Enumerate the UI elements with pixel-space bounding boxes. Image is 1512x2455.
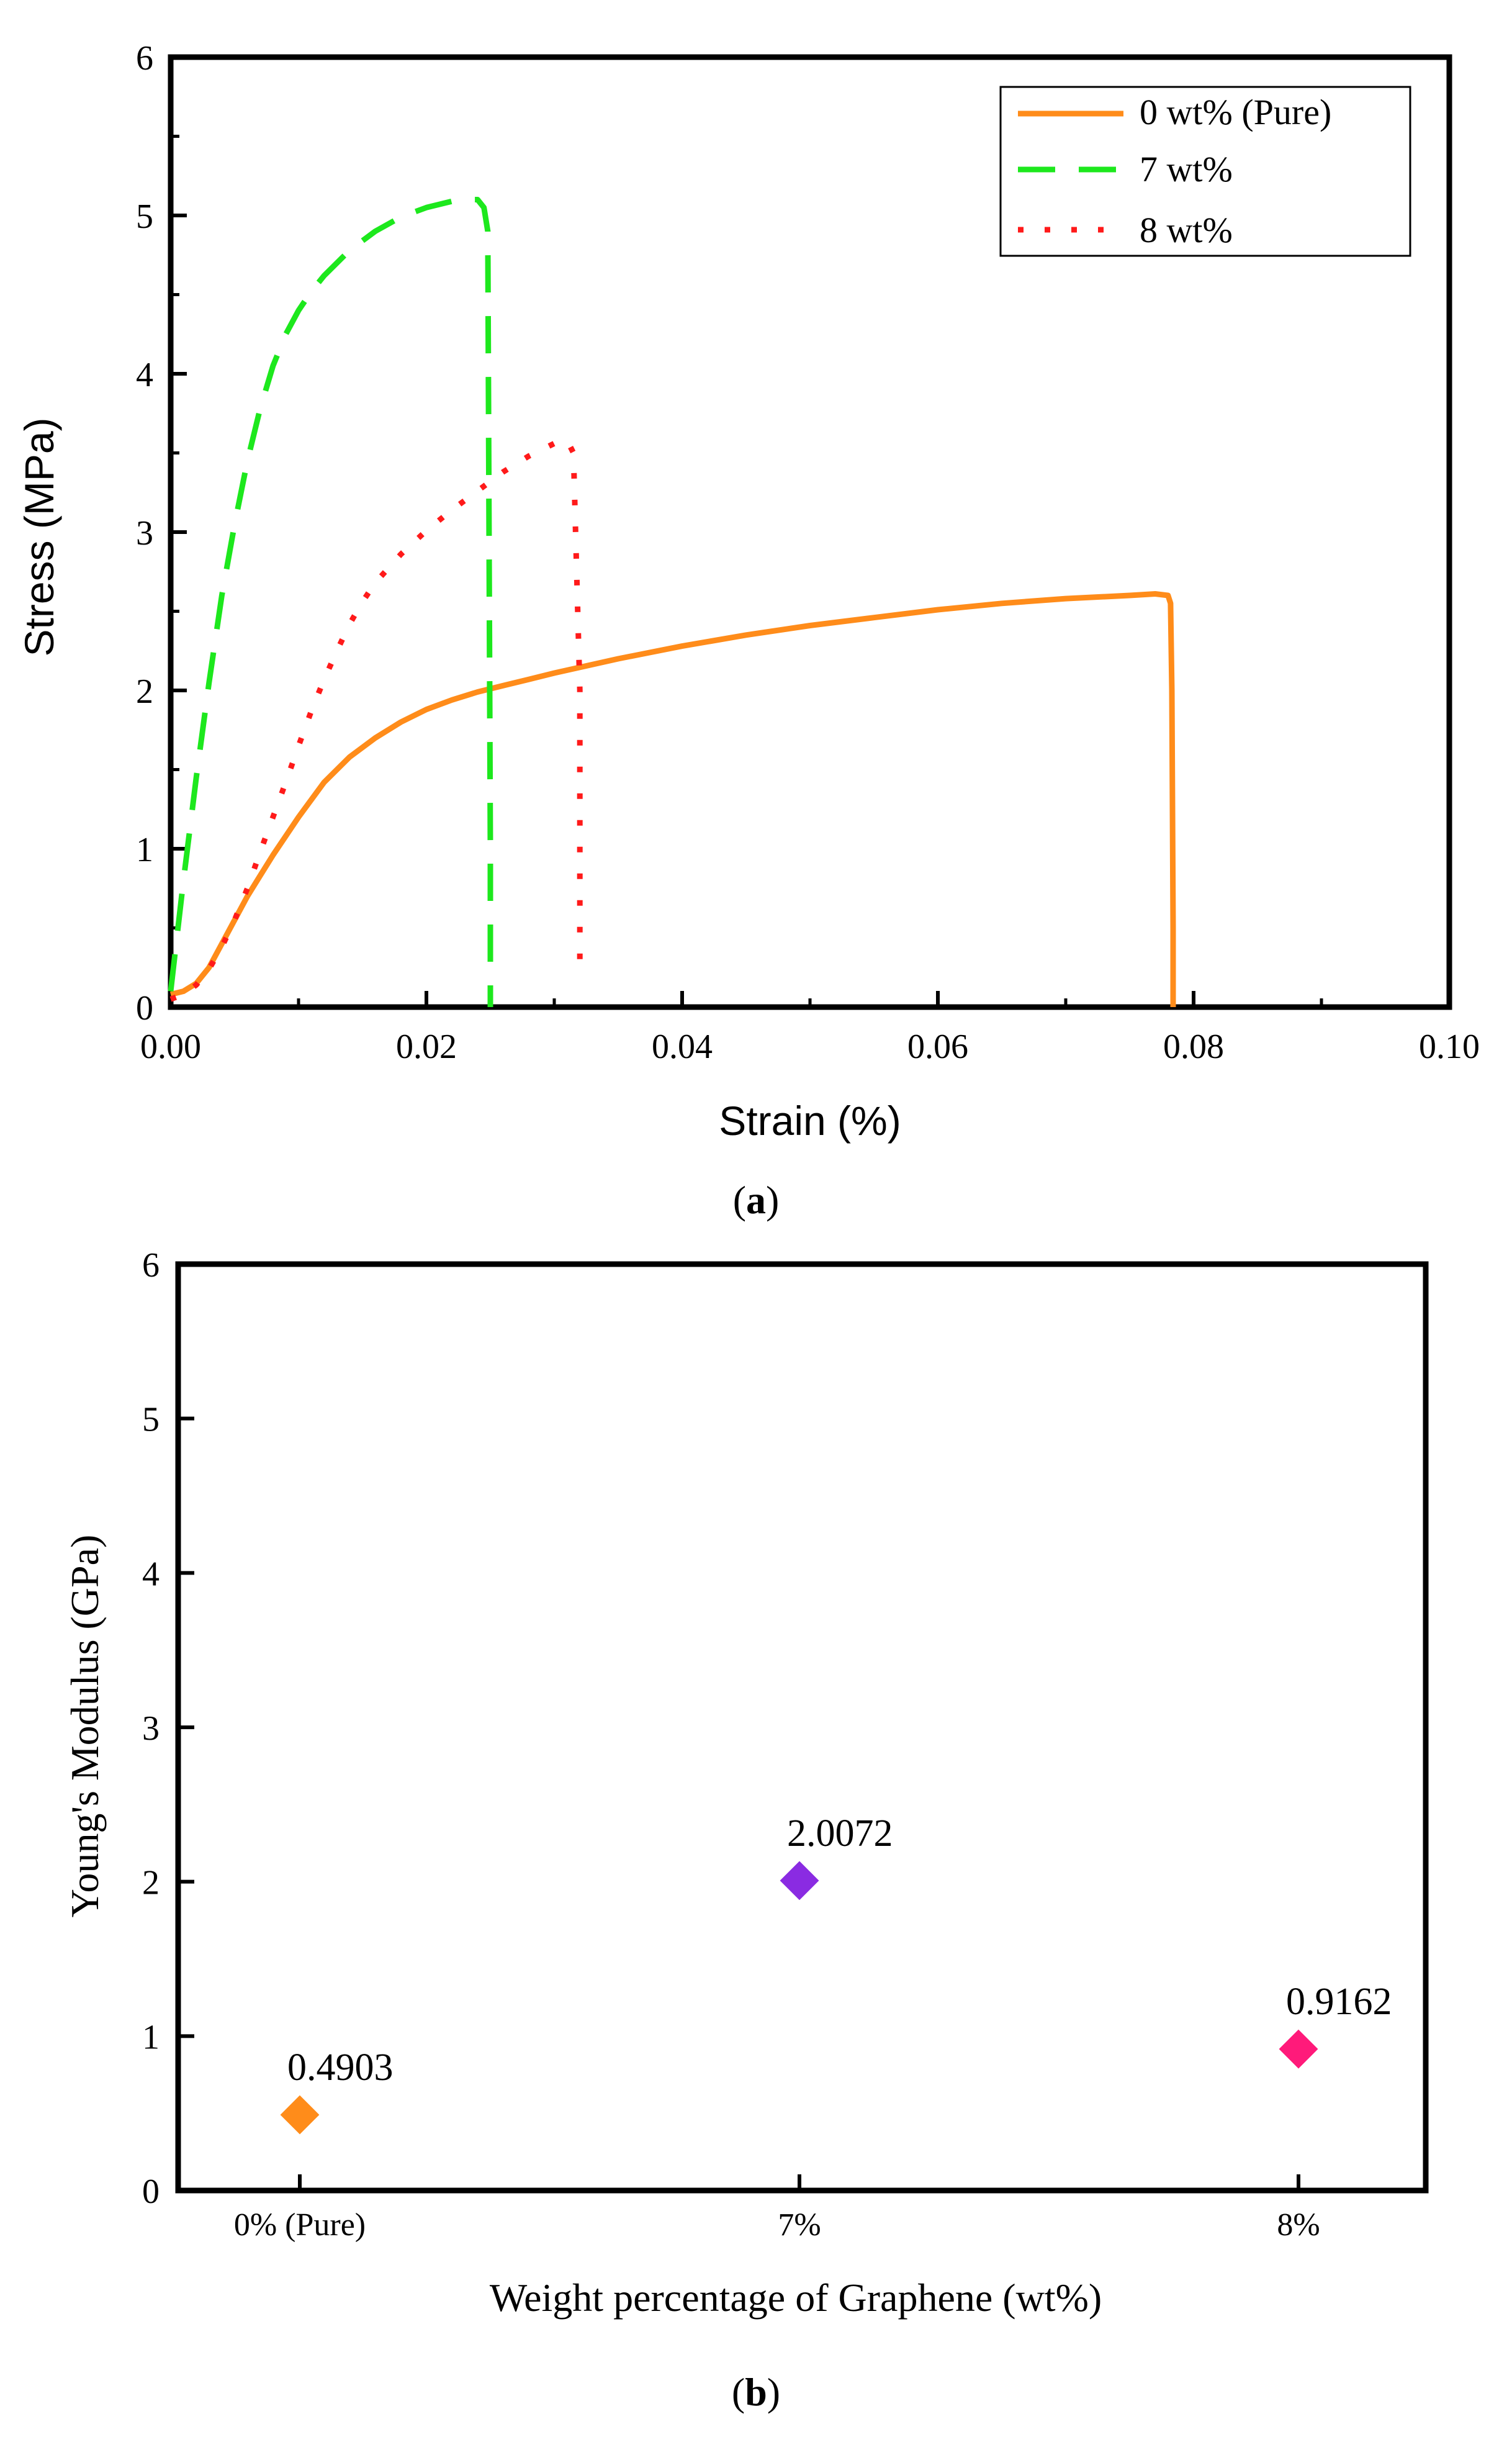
y-tick-label-a: 2 <box>136 672 153 711</box>
y-tick-label-b: 4 <box>142 1555 160 1593</box>
data-value-label: 0.9162 <box>1286 1981 1392 2023</box>
data-value-label: 0.4903 <box>287 2046 394 2089</box>
x-tick-label-a: 0.00 <box>140 1028 201 1066</box>
x-axis-ticks-a: 0.00 0.02 0.04 0.06 0.08 0.10 <box>140 991 1480 1066</box>
x-tick-label-b: 0% (Pure) <box>234 2207 366 2243</box>
x-axis-title-a: Strain (%) <box>719 1098 901 1144</box>
y-tick-label-a: 3 <box>136 514 153 553</box>
y-tick-label-a: 5 <box>136 197 153 236</box>
youngs-modulus-chart: 0 1 2 3 4 5 6 0% (Pure) 7% 8% 0.4903 2.0072 0.9162… <box>63 1246 1429 2414</box>
panel-label-a-letter: a <box>746 1178 766 1222</box>
stress-strain-chart: 0 1 2 3 4 5 6 0.00 0.02 0.04 0.06 0.08 0.10 0 wt% (… <box>16 39 1480 1222</box>
series-line-pure <box>169 591 1176 1007</box>
x-tick-label-a: 0.04 <box>652 1028 713 1066</box>
legend-label-7wt: 7 wt% <box>1140 149 1233 189</box>
x-tick-label-a: 0.02 <box>396 1028 457 1066</box>
x-tick-label-a: 0.10 <box>1419 1028 1480 1066</box>
y-tick-label-a: 1 <box>136 831 153 869</box>
panel-label-a: (a) <box>733 1178 780 1222</box>
y-axis-title-b: Young's Modulus (GPa) <box>63 1535 107 1918</box>
x-axis-ticks-b: 0% (Pure) 7% 8% <box>234 2174 1320 2243</box>
legend-a: 0 wt% (Pure) 7 wt% 8 wt% <box>999 86 1411 257</box>
panel-label-b: (b) <box>732 2370 780 2414</box>
x-tick-label-a: 0.08 <box>1163 1028 1224 1066</box>
legend-label-8wt: 8 wt% <box>1140 210 1233 250</box>
series-lines-a <box>168 197 1176 1007</box>
x-tick-label-b: 7% <box>778 2207 821 2243</box>
y-tick-label-b: 6 <box>142 1246 160 1285</box>
series-line-7wt <box>168 197 493 1007</box>
data-point-diamond <box>1279 2029 1318 2069</box>
y-tick-label-a: 6 <box>136 39 153 78</box>
panel-label-b-letter: b <box>745 2370 767 2414</box>
y-tick-label-b: 5 <box>142 1401 160 1439</box>
y-axis-ticks-a: 0 1 2 3 4 5 6 <box>136 39 187 1028</box>
data-point-diamond <box>780 1861 819 1901</box>
x-tick-label-b: 8% <box>1277 2207 1320 2243</box>
data-point-diamond <box>280 2095 320 2135</box>
data-points-b: 0.4903 2.0072 0.9162 <box>280 1812 1392 2135</box>
series-line-8wt <box>169 437 583 1002</box>
y-tick-label-b: 1 <box>142 2018 160 2056</box>
y-tick-label-a: 4 <box>136 356 153 394</box>
x-axis-title-b: Weight percentage of Graphene (wt%) <box>490 2276 1102 2320</box>
y-axis-title-a: Stress (MPa) <box>16 417 62 656</box>
y-tick-label-b: 0 <box>142 2172 160 2211</box>
legend-label-pure: 0 wt% (Pure) <box>1140 92 1331 132</box>
y-tick-label-b: 3 <box>142 1709 160 1748</box>
y-axis-ticks-b: 0 1 2 3 4 5 6 <box>142 1246 194 2211</box>
y-tick-label-b: 2 <box>142 1864 160 1902</box>
x-tick-label-a: 0.06 <box>907 1028 968 1066</box>
data-value-label: 2.0072 <box>787 1812 893 1855</box>
y-tick-label-a: 0 <box>136 989 153 1028</box>
